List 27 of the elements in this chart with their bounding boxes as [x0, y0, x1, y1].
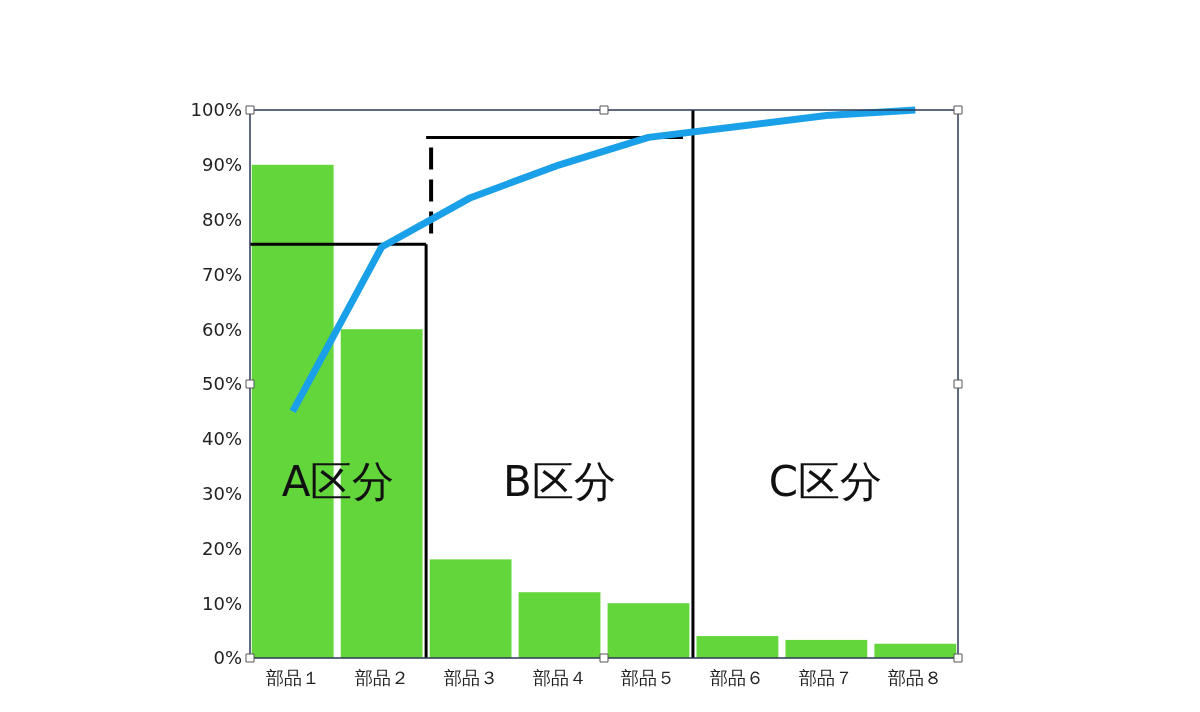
y-tick-label: 40%	[201, 428, 242, 450]
x-tick-label: 部品５	[621, 667, 676, 688]
y-tick-label: 100%	[190, 99, 242, 121]
x-tick-label: 部品８	[888, 667, 943, 688]
bar	[518, 592, 601, 658]
y-tick-label: 0%	[213, 647, 242, 669]
x-tick-label: 部品２	[354, 667, 409, 688]
y-tick-label: 80%	[201, 208, 242, 230]
annotation: C区分	[768, 457, 883, 506]
bar	[785, 639, 868, 658]
x-tick-label: 部品１	[265, 667, 320, 688]
x-tick-label: 部品７	[799, 667, 854, 688]
x-tick-label: 部品３	[443, 667, 498, 688]
y-tick-label: 60%	[201, 318, 242, 340]
bar	[429, 559, 512, 658]
y-tick-label: 10%	[201, 592, 242, 614]
y-tick-label: 90%	[201, 154, 242, 176]
x-tick-label: 部品６	[710, 667, 765, 688]
y-tick-label: 20%	[201, 537, 242, 559]
annotation: B区分	[503, 457, 616, 506]
y-tick-label: 30%	[201, 482, 242, 504]
bar	[607, 603, 690, 658]
bar	[874, 643, 957, 658]
bar	[696, 636, 779, 658]
y-tick-label: 70%	[201, 263, 242, 285]
y-tick-label: 50%	[201, 373, 242, 395]
x-tick-label: 部品４	[532, 667, 587, 688]
